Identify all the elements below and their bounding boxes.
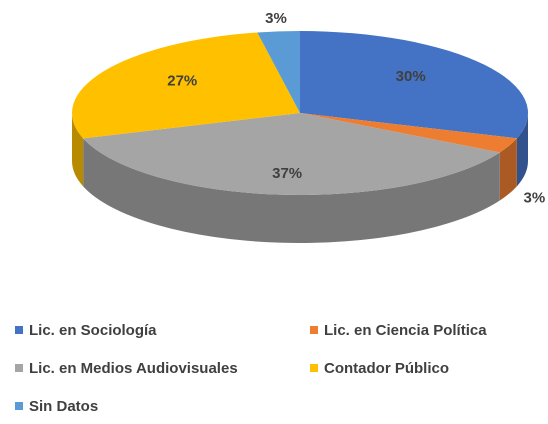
slice — [257, 31, 300, 113]
legend-swatch — [310, 364, 318, 372]
data-label: 27% — [167, 73, 197, 90]
slice — [83, 113, 500, 195]
legend-swatch — [310, 326, 318, 334]
slice-side — [516, 113, 528, 187]
data-label: 3% — [524, 189, 546, 206]
data-label: 3% — [265, 10, 287, 27]
data-label: 37% — [272, 165, 302, 182]
legend-label: Lic. en Medios Audiovisuales — [29, 360, 238, 377]
slice — [300, 113, 517, 153]
legend-swatch — [15, 326, 23, 334]
legend-label: Lic. en Sociología — [29, 322, 157, 339]
slice-side — [499, 138, 517, 201]
legend-label: Contador Público — [324, 360, 449, 377]
slice — [300, 31, 528, 139]
slice-side — [83, 138, 500, 244]
legend-swatch — [15, 402, 23, 410]
legend-label: Lic. en Ciencia Política — [324, 322, 487, 339]
data-label: 30% — [396, 68, 426, 85]
legend-swatch — [15, 364, 23, 372]
slice — [72, 32, 300, 139]
slice-side — [72, 113, 84, 187]
legend-label: Sin Datos — [29, 398, 98, 415]
